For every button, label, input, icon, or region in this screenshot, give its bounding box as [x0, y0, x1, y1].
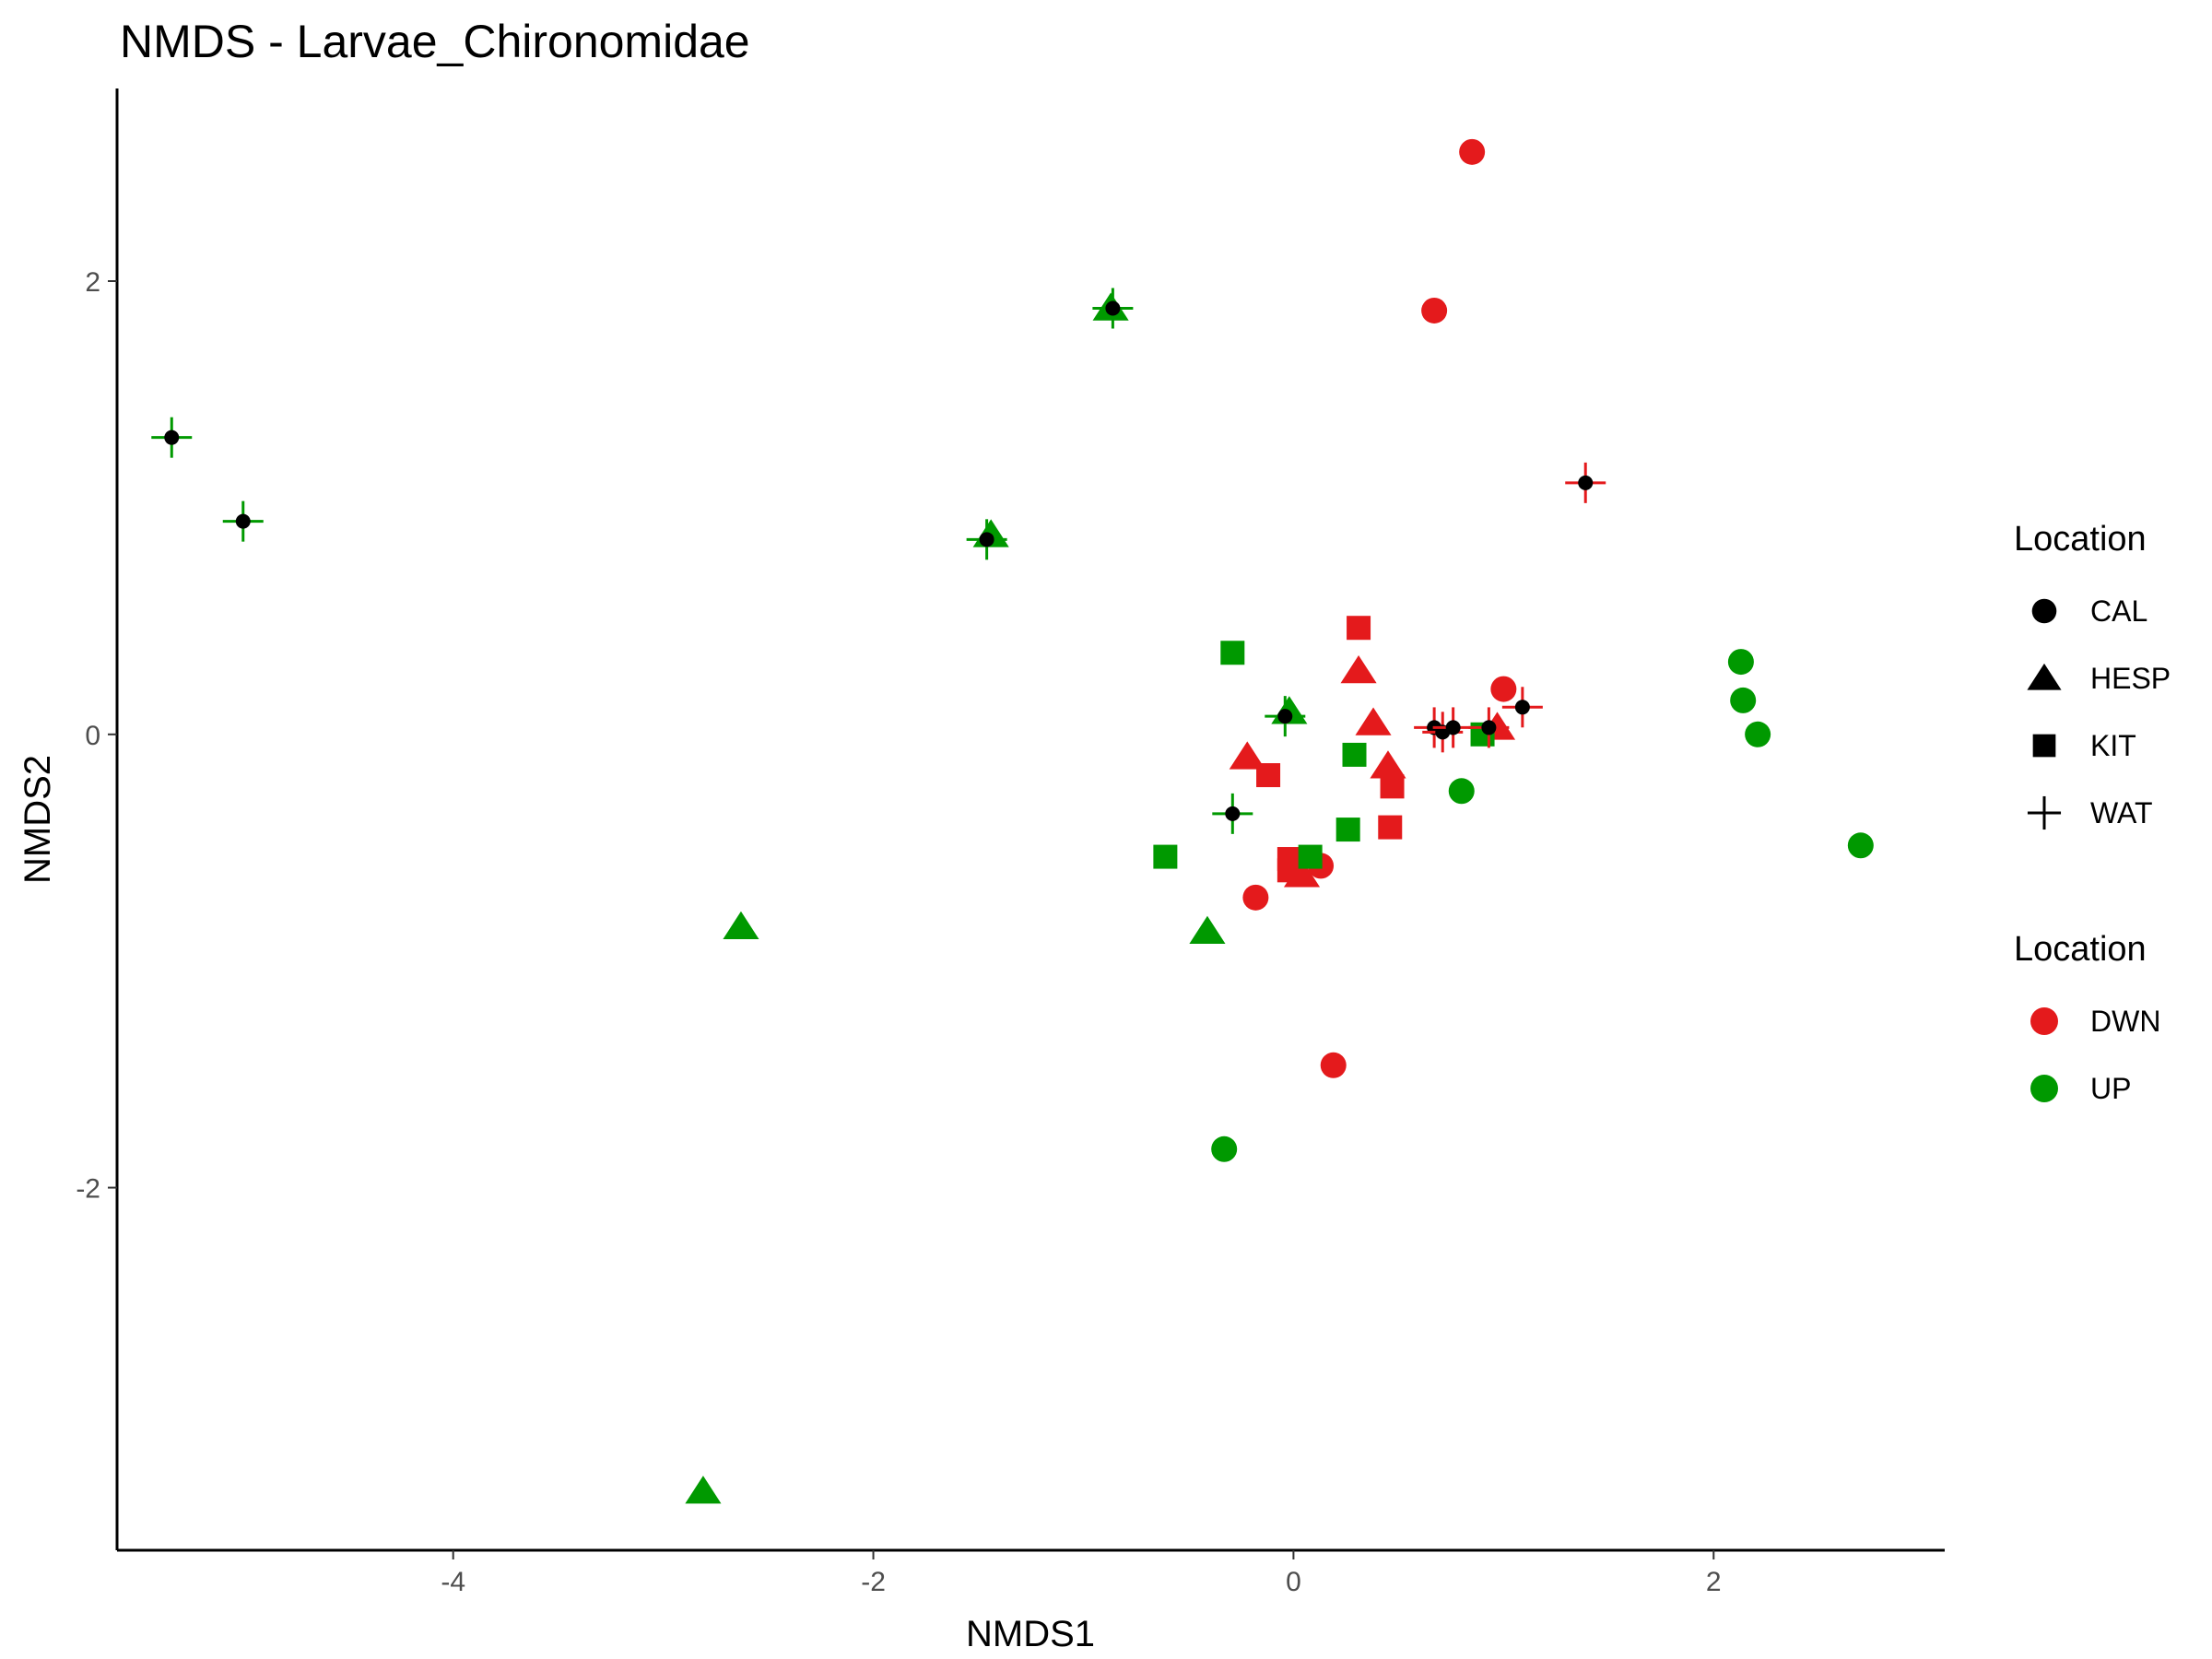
plot-area: [151, 138, 1874, 1504]
data-point-circle-dwn: [1242, 884, 1269, 911]
centroid-dot: [1445, 720, 1461, 735]
data-point-triangle-dwn: [1340, 654, 1377, 684]
data-point-triangle-dwn: [1229, 741, 1265, 770]
centroid-dot: [1578, 475, 1594, 490]
x-tick-label: -4: [441, 1567, 465, 1597]
data-point-square-up: [1220, 641, 1245, 665]
centroid-marker: [1432, 707, 1474, 748]
data-point-square-dwn: [1347, 616, 1371, 641]
data-point-circle-up: [1727, 649, 1754, 676]
centroid-marker: [1092, 288, 1134, 329]
data-point-circle-up: [1211, 1135, 1238, 1162]
data-point-square-dwn: [1380, 774, 1405, 799]
legend-key-square: [2032, 734, 2056, 758]
y-tick-label: 0: [85, 721, 100, 751]
data-point-triangle-up: [1189, 915, 1226, 944]
data-point-square-dwn: [1277, 858, 1301, 883]
centroid-dot: [1514, 700, 1530, 715]
centroid-marker: [222, 500, 264, 542]
centroid-dot: [164, 429, 180, 445]
y-tick-label: 2: [85, 267, 100, 298]
legend-label: UP: [2090, 1072, 2131, 1105]
data-point-square-up: [1153, 844, 1178, 869]
data-point-circle-dwn: [1490, 676, 1517, 702]
data-point-circle-dwn: [1320, 1052, 1347, 1078]
legend-key-plus: [2027, 795, 2062, 830]
chart-title: NMDS - Larvae_Chironomidae: [120, 16, 750, 67]
x-tick-label: 2: [1706, 1567, 1722, 1597]
data-point-triangle-up: [685, 1476, 722, 1504]
data-point-square-dwn: [1378, 815, 1403, 840]
centroid-dot: [1105, 300, 1121, 316]
centroid-marker: [151, 417, 193, 458]
legend-label: DWN: [2090, 1005, 2160, 1038]
legend-label: KIT: [2090, 729, 2136, 762]
centroid-marker: [1212, 793, 1253, 834]
data-point-circle-up: [1730, 687, 1757, 713]
legend-key-circle: [2031, 598, 2057, 624]
centroid-marker: [1501, 687, 1543, 728]
centroid-dot: [1277, 709, 1293, 724]
data-point-triangle-dwn: [1355, 707, 1392, 735]
y-axis-title: NMDS2: [18, 755, 58, 884]
axis-ticks: -4 -2 0 2 -2 0 2: [76, 267, 1721, 1597]
centroid-marker: [1468, 707, 1510, 748]
legend-label: HESP: [2090, 662, 2171, 695]
data-point-circle-up: [1448, 778, 1475, 805]
x-tick-label: 0: [1286, 1567, 1301, 1597]
centroid-dot: [1225, 806, 1241, 821]
x-axis-title: NMDS1: [966, 1614, 1095, 1654]
data-point-square-dwn: [1256, 763, 1281, 788]
legend-title: Location: [2014, 520, 2147, 559]
legend-key-color: [2030, 1007, 2058, 1035]
data-point-circle-up: [1745, 721, 1771, 747]
data-point-triangle-up: [723, 911, 759, 940]
centroid-dot: [1481, 720, 1497, 735]
y-tick-label: -2: [76, 1174, 100, 1205]
data-point-square-up: [1335, 818, 1360, 842]
data-point-square-up: [1342, 742, 1367, 767]
legend-label: WAT: [2090, 796, 2153, 830]
legend-title: Location: [2014, 930, 2147, 969]
centroid-marker: [1565, 462, 1606, 503]
legend: Location CAL HESP KIT WAT Location DWN UP: [2014, 520, 2171, 1105]
legend-key-triangle: [2027, 663, 2062, 690]
centroid-dot: [979, 532, 994, 547]
legend-key-color: [2030, 1075, 2058, 1102]
centroid-dot: [235, 513, 251, 529]
data-point-circle-dwn: [1421, 297, 1448, 324]
data-point-square-up: [1298, 844, 1323, 869]
centroid-marker: [966, 519, 1007, 560]
data-point-circle-up: [1847, 832, 1874, 859]
legend-label: CAL: [2090, 594, 2147, 628]
data-point-circle-dwn: [1459, 138, 1486, 165]
data-point-triangle-dwn: [1370, 750, 1406, 779]
x-tick-label: -2: [861, 1567, 886, 1597]
centroid-marker: [1265, 696, 1306, 737]
